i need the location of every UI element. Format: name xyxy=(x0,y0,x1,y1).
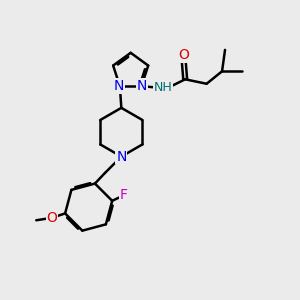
Text: N: N xyxy=(116,150,127,164)
Text: N: N xyxy=(114,79,124,93)
Text: NH: NH xyxy=(154,81,172,94)
Text: N: N xyxy=(137,79,147,93)
Text: O: O xyxy=(178,48,189,62)
Text: F: F xyxy=(119,188,128,203)
Text: O: O xyxy=(46,211,57,225)
